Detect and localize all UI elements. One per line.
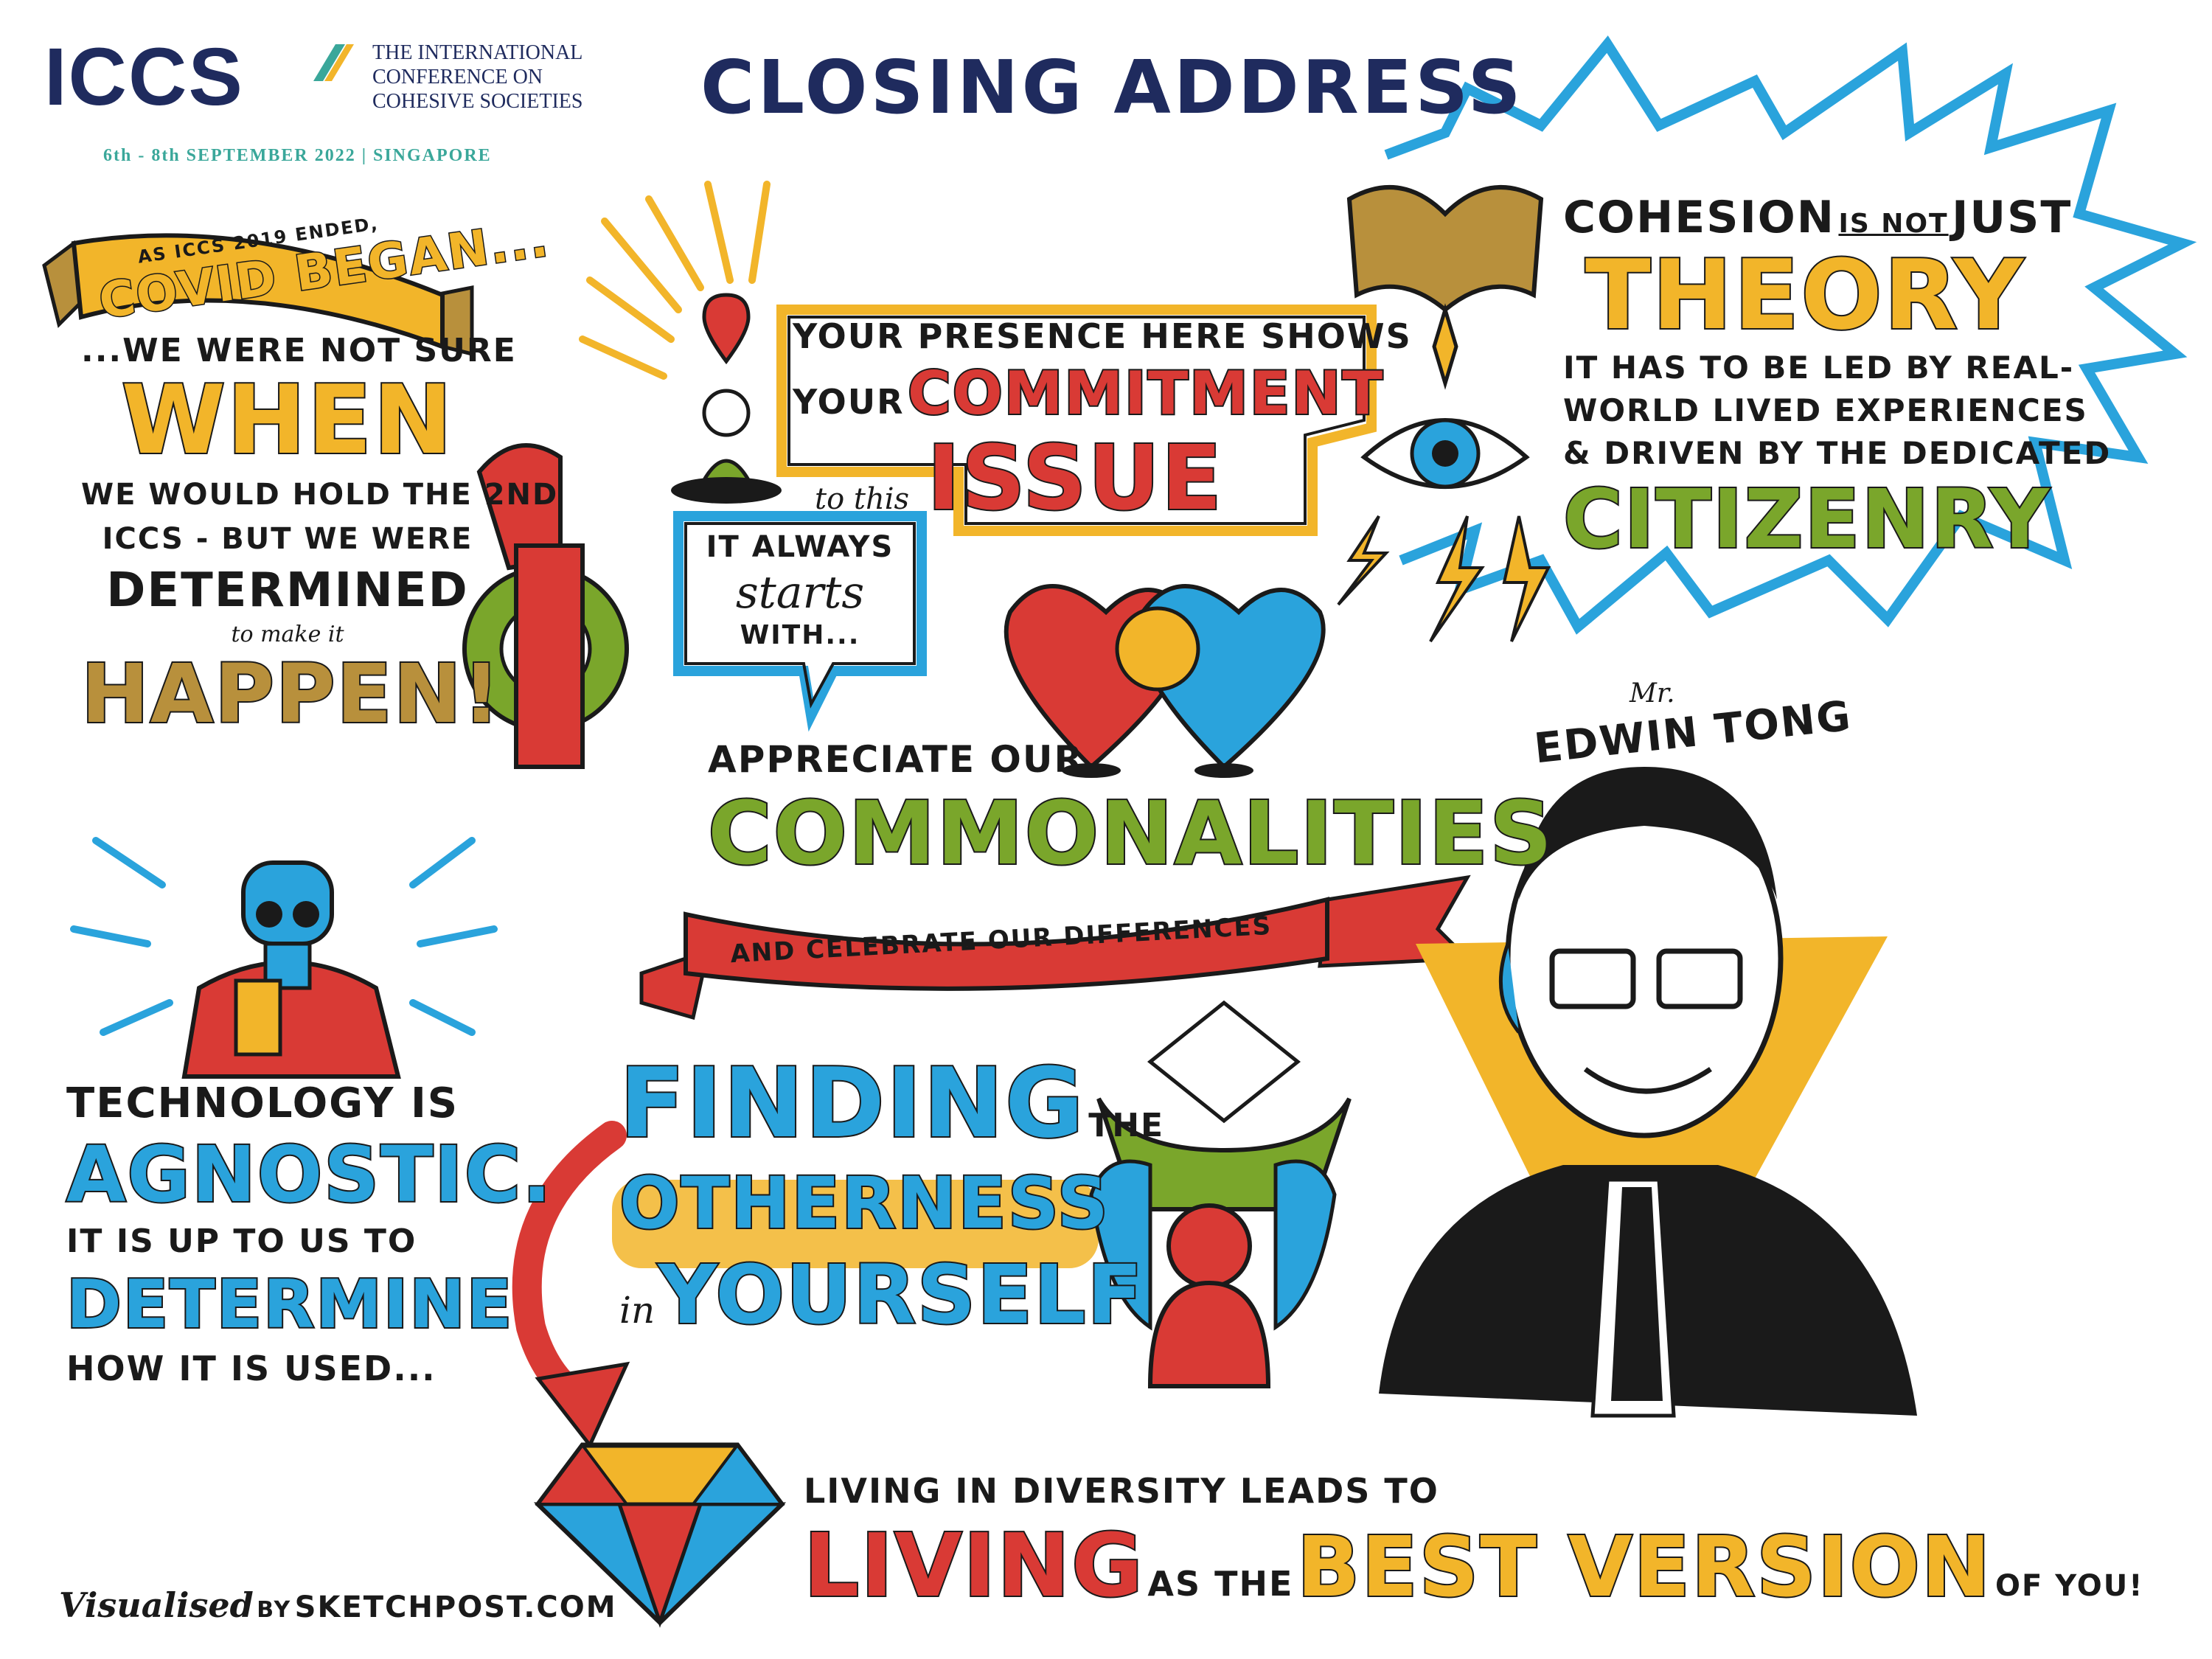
- technology-message: TECHNOLOGY IS AGNOSTIC. IT IS up to us t…: [65, 1077, 553, 1392]
- in-text: in: [619, 1289, 655, 1332]
- robot-monk-illustration: [181, 860, 401, 1079]
- presence-box: [776, 305, 1377, 536]
- theory-text: THEORY: [1584, 239, 2025, 351]
- best-version-text: BEST VERSION: [1295, 1518, 1992, 1617]
- just-text: JUST: [1952, 192, 2073, 243]
- of-you-text: OF YOU!: [1994, 1569, 2144, 1603]
- diversity-message: LIVING in DIVERSITY LEADS to LIVING AS T…: [802, 1467, 2144, 1618]
- fist-virus-illustration: [462, 443, 629, 769]
- cohesion-message: COHESION IS NOT JUST THEORY IT HAS TO BE…: [1562, 192, 2112, 566]
- your-text: YOUR: [793, 382, 905, 422]
- burst-rays: [579, 181, 771, 380]
- iccs-logo: ICCS: [44, 37, 244, 118]
- it-always-text: IT ALWAYS: [706, 530, 894, 564]
- page-title: CLOSING ADDRESS: [700, 44, 1524, 131]
- presence-line: YOUR PRESENCE HERE SHOWS: [793, 316, 1412, 356]
- sketchpost-text: SKETCHPOST.COM: [294, 1590, 617, 1624]
- speaker-title: Mr.: [1630, 678, 1675, 709]
- as-the-text: AS THE: [1147, 1564, 1294, 1604]
- is-not-text: IS NOT: [1838, 209, 1949, 239]
- how-used-text: HOW IT IS USED...: [66, 1349, 437, 1388]
- technology-is-text: TECHNOLOGY IS: [66, 1079, 459, 1127]
- speaker-name-label: Mr. EDWIN TONG: [1532, 678, 1854, 773]
- conference-line-1: THE INTERNATIONAL: [372, 41, 583, 64]
- yourself-text: YOURSELF: [657, 1246, 1144, 1343]
- covid-banner: [42, 233, 474, 357]
- artist-credit: Visualised BY SKETCHPOST.COM: [59, 1585, 617, 1625]
- to-this-text: to this: [815, 482, 910, 516]
- up-to-us-text: IT IS up to us to: [66, 1222, 417, 1260]
- conference-line-2: CONFERENCE ON: [372, 66, 543, 88]
- credit-by-text: BY: [257, 1597, 292, 1623]
- with-text: WITH...: [740, 620, 860, 650]
- person-pin-illustration: [671, 293, 782, 504]
- driven-by-text: & DRIVEN by the DEDICATED: [1563, 435, 2112, 471]
- logo-text: ICCS: [44, 32, 244, 122]
- visualised-text: Visualised: [59, 1585, 254, 1625]
- determine-text: DETERMINE: [65, 1265, 514, 1345]
- conference-name: THE INTERNATIONAL CONFERENCE ON COHESIVE…: [372, 41, 582, 114]
- red-curved-arrow: [512, 1121, 630, 1449]
- living-in-diversity-text: LIVING in DIVERSITY LEADS to: [804, 1471, 1439, 1511]
- diamond-illustration: [533, 1442, 787, 1628]
- inner-self-illustration: [1089, 1000, 1352, 1388]
- speaker-portrait: [1379, 767, 1917, 1418]
- presence-message: YOUR PRESENCE HERE SHOWS YOUR COMMITMENT…: [793, 313, 1412, 532]
- starts-with-bubble: IT ALWAYS starts WITH...: [689, 527, 911, 653]
- agnostic-text: AGNOSTIC.: [65, 1130, 553, 1220]
- cohesion-row: COHESION IS NOT JUST: [1563, 192, 2070, 243]
- finding-message: FINDING THE OTHERNESS in YOURSELF: [618, 1046, 1165, 1343]
- commitment-text: COMMITMENT: [906, 358, 1385, 429]
- event-dates: 6th - 8th SEPTEMBER 2022 | SINGAPORE: [103, 146, 492, 165]
- best-version-row: LIVING AS THE BEST VERSION OF YOU!: [802, 1513, 2144, 1618]
- commonalities-message: APPRECIATE OUR COMMONALITIES: [706, 734, 1554, 884]
- two-hearts-illustration: [1004, 584, 1326, 778]
- book-eye-illustration: [1346, 185, 1544, 489]
- starts-text: starts: [735, 567, 865, 619]
- conference-line-3: COHESIVE SOCIETIES: [372, 90, 583, 113]
- citizenry-text: CITIZENRY: [1562, 472, 2051, 566]
- spiky-burst-frame: [1384, 35, 2197, 635]
- yourself-row: in YOURSELF: [619, 1246, 1164, 1343]
- living-text: LIVING: [802, 1513, 1144, 1618]
- happen-text: HAPPEN!: [80, 647, 501, 741]
- not-sure-text: ...WE WERE NOT SURE: [81, 332, 517, 369]
- iccs-text: ICCS - BUT we WERE: [102, 522, 473, 556]
- finding-text: FINDING: [618, 1046, 1085, 1161]
- finding-row: FINDING THE: [618, 1046, 1165, 1161]
- issue-row: to this ISSUE: [793, 426, 1368, 532]
- when-text: WHEN: [120, 366, 454, 476]
- robot-rays: [70, 837, 498, 1036]
- iccs-logo-mark: [313, 44, 354, 81]
- cohesion-text: COHESION: [1563, 192, 1835, 243]
- the-text: THE: [1088, 1107, 1165, 1144]
- covid-message: ...WE WERE NOT SURE WHEN WE WOULD HOLD t…: [80, 332, 559, 741]
- commitment-row: YOUR COMMITMENT: [793, 358, 1384, 429]
- determined-text: DETERMINED: [106, 563, 469, 618]
- appreciate-text: APPRECIATE OUR: [708, 738, 1085, 781]
- lived-experiences-text: WORLD LIVED EXPERIENCES: [1563, 392, 2088, 428]
- speech-bubble: [673, 511, 927, 732]
- led-by-text: IT HAS TO BE LED by REAL-: [1563, 349, 2075, 386]
- commonalities-text: COMMONALITIES: [706, 782, 1554, 884]
- issue-text: ISSUE: [925, 426, 1224, 532]
- otherness-text: OTHERNESS: [618, 1161, 1110, 1246]
- otherness-highlight: [612, 1180, 1099, 1268]
- lightning-bolts: [1337, 515, 1551, 643]
- hold-text: WE WOULD HOLD the 2ND: [81, 478, 559, 512]
- make-it-text: to make it: [231, 622, 344, 647]
